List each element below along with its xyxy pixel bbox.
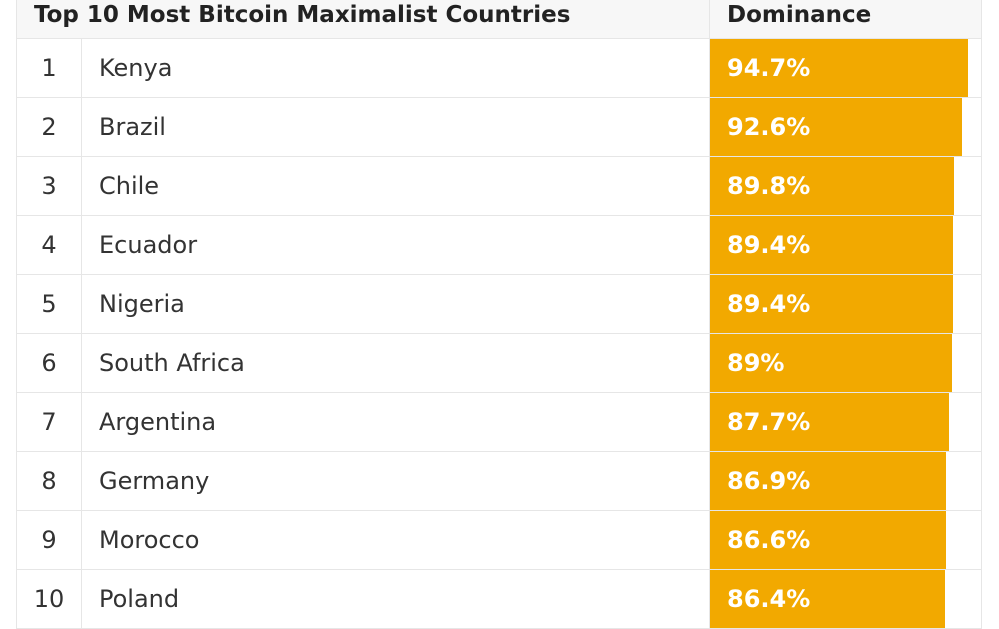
dominance-bar: [710, 39, 968, 97]
country-name: Ecuador: [99, 231, 198, 259]
country-name: Kenya: [99, 54, 173, 82]
dominance-cell: 86.9%: [709, 452, 981, 510]
dominance-value-label: 89.4%: [727, 231, 811, 259]
dominance-bar: [710, 334, 952, 392]
country-name: South Africa: [99, 349, 245, 377]
dominance-cell: 86.6%: [709, 511, 981, 569]
table-row: 2 Brazil 92.6%: [16, 98, 982, 157]
table-row: 10 Poland 86.4%: [16, 570, 982, 629]
country-name: Nigeria: [99, 290, 185, 318]
dominance-bar: [710, 216, 953, 274]
dominance-value-label: 89.8%: [727, 172, 811, 200]
dominance-value-label: 87.7%: [727, 408, 811, 436]
dominance-cell: 86.4%: [709, 570, 981, 628]
ranking-table: Top 10 Most Bitcoin Maximalist Countries…: [16, 0, 982, 629]
table-row: 7 Argentina 87.7%: [16, 393, 982, 452]
rank-cell: 7: [17, 393, 82, 451]
dominance-cell: 94.7%: [709, 39, 981, 97]
dominance-bar: [710, 157, 954, 215]
table-row: 5 Nigeria 89.4%: [16, 275, 982, 334]
dominance-bar: [710, 98, 962, 156]
table-row: 3 Chile 89.8%: [16, 157, 982, 216]
table-body: 1 Kenya 94.7% 2 Brazil 92.6% 3 Chile 89.8% 4 Ecuad…: [16, 39, 982, 629]
dominance-value-label: 94.7%: [727, 54, 811, 82]
dominance-value-label: 89%: [727, 349, 785, 377]
dominance-bar: [710, 393, 949, 451]
country-name: Argentina: [99, 408, 217, 436]
table-title: Top 10 Most Bitcoin Maximalist Countries: [34, 2, 571, 28]
dominance-cell: 89%: [709, 334, 981, 392]
country-name: Brazil: [99, 113, 166, 141]
dominance-bar: [710, 275, 953, 333]
rank-cell: 5: [17, 275, 82, 333]
country-name: Poland: [99, 585, 180, 613]
country-name: Morocco: [99, 526, 200, 554]
dominance-cell: 89.4%: [709, 216, 981, 274]
rank-cell: 2: [17, 98, 82, 156]
table-row: 9 Morocco 86.6%: [16, 511, 982, 570]
rank-cell: 10: [17, 570, 82, 628]
rank-cell: 6: [17, 334, 82, 392]
rank-cell: 4: [17, 216, 82, 274]
dominance-cell: 89.4%: [709, 275, 981, 333]
rank-cell: 3: [17, 157, 82, 215]
rank-cell: 9: [17, 511, 82, 569]
rank-cell: 8: [17, 452, 82, 510]
dominance-value-label: 92.6%: [727, 113, 811, 141]
dominance-cell: 92.6%: [709, 98, 981, 156]
country-name: Chile: [99, 172, 160, 200]
dominance-cell: 87.7%: [709, 393, 981, 451]
table-row: 8 Germany 86.9%: [16, 452, 982, 511]
table-header: Top 10 Most Bitcoin Maximalist Countries…: [16, 0, 982, 39]
dominance-cell: 89.8%: [709, 157, 981, 215]
dominance-value-label: 86.6%: [727, 526, 811, 554]
dominance-value-label: 89.4%: [727, 290, 811, 318]
table-row: 6 South Africa 89%: [16, 334, 982, 393]
dominance-value-label: 86.9%: [727, 467, 811, 495]
dominance-header-label: Dominance: [727, 2, 872, 28]
table-row: 1 Kenya 94.7%: [16, 39, 982, 98]
country-name: Germany: [99, 467, 210, 495]
dominance-column-header: Dominance: [709, 0, 871, 38]
table-row: 4 Ecuador 89.4%: [16, 216, 982, 275]
dominance-bar: [710, 511, 946, 569]
rank-cell: 1: [17, 39, 82, 97]
dominance-bar: [710, 452, 946, 510]
dominance-value-label: 86.4%: [727, 585, 811, 613]
